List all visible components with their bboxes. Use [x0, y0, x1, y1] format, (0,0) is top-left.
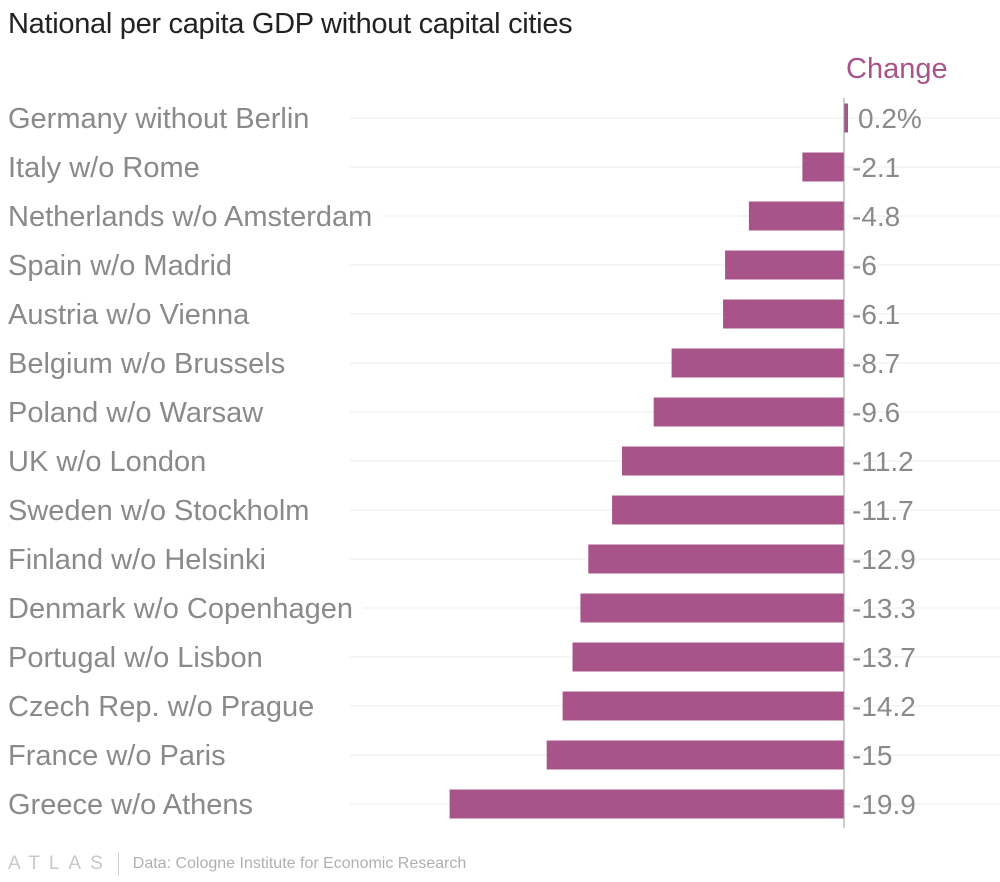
- value-label: -4.8: [852, 201, 900, 232]
- category-label: Poland w/o Warsaw: [8, 397, 264, 429]
- change-column-header: Change: [846, 53, 948, 85]
- bar: [546, 740, 844, 770]
- value-label: -11.2: [852, 446, 914, 477]
- bar: [723, 299, 844, 329]
- label-backing: [0, 495, 320, 527]
- value-label: -12.9: [852, 544, 916, 575]
- category-label: UK w/o London: [8, 446, 206, 478]
- bar: [449, 789, 844, 819]
- bar: [748, 201, 844, 231]
- value-label: -8.7: [852, 348, 900, 379]
- label-backing: [0, 446, 217, 478]
- label-backing: [0, 593, 363, 625]
- value-label: -11.7: [852, 495, 914, 526]
- footer: ATLAS Data: Cologne Institute for Econom…: [8, 852, 466, 876]
- label-backing: [0, 250, 243, 282]
- category-label: Finland w/o Helsinki: [8, 544, 266, 576]
- category-label: Sweden w/o Stockholm: [8, 495, 309, 527]
- label-backing: [0, 397, 275, 429]
- bar: [572, 642, 844, 672]
- bar: [622, 446, 844, 476]
- bar: [671, 348, 844, 378]
- value-label: -2.1: [852, 152, 900, 183]
- category-label: Belgium w/o Brussels: [8, 348, 285, 380]
- bar: [802, 152, 844, 182]
- label-backing: [0, 691, 325, 723]
- category-label: Portugal w/o Lisbon: [8, 642, 263, 674]
- data-source: Data: Cologne Institute for Economic Res…: [132, 855, 467, 872]
- footer-divider: [117, 852, 119, 876]
- value-label: -9.6: [852, 397, 900, 428]
- label-backing: [0, 789, 264, 821]
- category-label: France w/o Paris: [8, 740, 226, 772]
- category-label: Greece w/o Athens: [8, 789, 253, 821]
- category-label: Austria w/o Vienna: [8, 299, 250, 331]
- value-label: -6.1: [852, 299, 900, 330]
- value-labels: 0.2% -2.1 -4.8 -6 -6.1 -8.7 -9.6 -11.2 -11.7 -12.…: [852, 103, 922, 820]
- category-label: Denmark w/o Copenhagen: [8, 593, 353, 625]
- value-label: -19.9: [852, 789, 916, 820]
- atlas-logo: ATLAS: [8, 853, 112, 874]
- label-backing: [0, 201, 383, 233]
- value-label: 0.2%: [858, 103, 922, 134]
- bar: [588, 544, 844, 574]
- bar: [612, 495, 844, 525]
- category-label: Czech Rep. w/o Prague: [8, 691, 314, 723]
- bars: [449, 103, 848, 819]
- bar: [580, 593, 844, 623]
- label-backing: [0, 544, 276, 576]
- bar: [562, 691, 844, 721]
- value-label: -6: [852, 250, 877, 281]
- value-label: -15: [852, 740, 892, 771]
- chart-title: National per capita GDP without capital …: [8, 8, 573, 40]
- category-labels: Germany without Berlin Italy w/o Rome Neth…: [0, 103, 383, 821]
- value-label: -13.3: [852, 593, 916, 624]
- bar: [653, 397, 844, 427]
- bar: [725, 250, 844, 280]
- label-backing: [0, 348, 296, 380]
- label-backing: [0, 299, 261, 331]
- category-label: Spain w/o Madrid: [8, 250, 232, 282]
- label-backing: [0, 152, 210, 184]
- label-backing: [0, 642, 273, 674]
- label-backing: [0, 740, 236, 772]
- value-label: -14.2: [852, 691, 916, 722]
- category-label: Italy w/o Rome: [8, 152, 200, 184]
- bar: [844, 103, 848, 133]
- value-label: -13.7: [852, 642, 916, 673]
- category-label: Germany without Berlin: [8, 103, 309, 135]
- label-backing: [0, 103, 320, 135]
- category-label: Netherlands w/o Amsterdam: [8, 201, 372, 233]
